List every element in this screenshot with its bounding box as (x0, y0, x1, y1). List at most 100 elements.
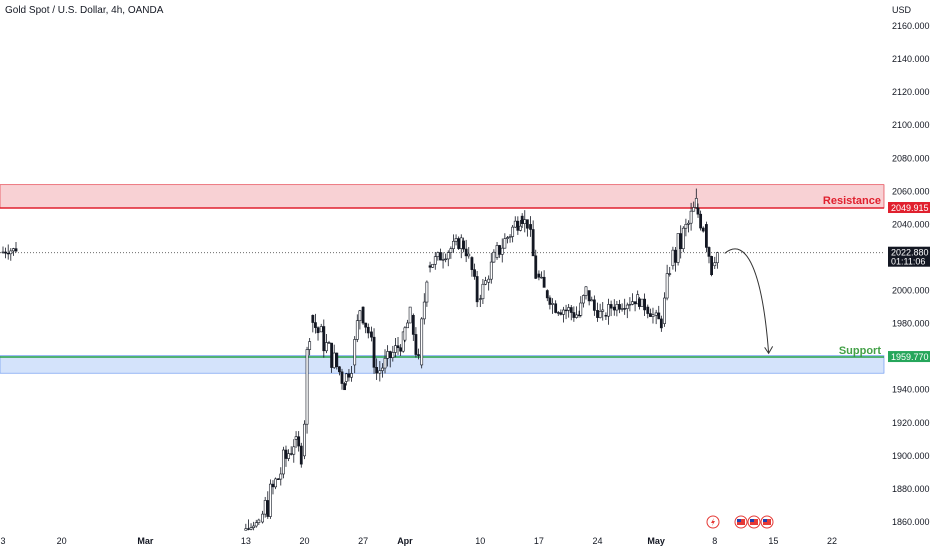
candle-body (648, 313, 652, 317)
candle (604, 312, 608, 321)
candle-body (372, 336, 376, 368)
candle-body (254, 522, 258, 527)
support-label: Support (839, 345, 881, 357)
time-tick-label: 24 (593, 536, 603, 546)
candle-body (4, 251, 8, 254)
candle (481, 279, 485, 304)
candle (710, 255, 713, 277)
candle (444, 253, 448, 263)
candle (403, 326, 407, 343)
candle-body (12, 248, 15, 252)
time-tick-label: Mar (137, 536, 154, 546)
candle (612, 299, 616, 316)
candle (575, 306, 578, 319)
candle-body (587, 290, 591, 302)
candle (534, 249, 538, 280)
candle (335, 352, 339, 370)
candle-body (257, 519, 261, 523)
candle-body (495, 245, 499, 258)
candle (525, 219, 529, 237)
candle (467, 247, 471, 259)
candle-body (713, 262, 717, 267)
candle (618, 299, 621, 314)
candle (276, 477, 280, 480)
candle (564, 304, 568, 320)
us-flag-icon[interactable] (760, 515, 774, 529)
candle (609, 300, 613, 317)
event-icons[interactable] (706, 515, 774, 529)
candle-body (394, 345, 397, 353)
candle (297, 431, 301, 452)
current-price-badge-bg (888, 246, 930, 267)
candle (386, 345, 390, 367)
candle-body (628, 303, 632, 306)
support-price-badge: 1959.770 (888, 351, 930, 363)
candle (408, 306, 412, 324)
candle (355, 314, 359, 343)
candle (340, 368, 344, 390)
candle (325, 333, 328, 354)
candle (319, 323, 323, 333)
time-axis[interactable]: 3 20 Mar 13 20 27 Apr 10 17 24 May 8 15 22 (0, 536, 837, 546)
candle-body (579, 302, 583, 316)
candle (4, 247, 8, 259)
candle-body (322, 326, 326, 352)
candle-body (484, 280, 487, 285)
price-tick-label: 2040.000 (892, 219, 930, 229)
candle-body (287, 453, 290, 459)
candle-body (274, 478, 277, 488)
candle (674, 247, 677, 272)
candle (687, 220, 690, 233)
candle (417, 348, 420, 360)
candle (681, 226, 685, 253)
candle (487, 275, 491, 291)
candle-body (492, 251, 496, 263)
candle-body (271, 483, 275, 488)
us-flag-icon[interactable] (734, 515, 748, 529)
candle (332, 344, 336, 370)
candle-body (489, 261, 493, 280)
candle (457, 236, 461, 250)
candle (581, 294, 585, 308)
us-flag-icon[interactable] (747, 515, 761, 529)
candle (375, 358, 379, 380)
candle (401, 331, 405, 353)
candle-body (618, 304, 621, 310)
time-tick-label: 15 (768, 536, 778, 546)
candle (261, 510, 264, 524)
candle-body (668, 273, 672, 275)
candle-body (266, 500, 270, 517)
candle-body (454, 238, 458, 242)
candle (567, 303, 571, 318)
candle (289, 446, 293, 456)
annotations-layer: Resistance Support (724, 195, 881, 357)
candle (663, 292, 666, 327)
candle-body (261, 513, 264, 523)
candle-body (452, 240, 455, 249)
candle (287, 449, 290, 462)
candle-body (548, 297, 552, 305)
projection-arrow (724, 248, 770, 354)
candle (640, 298, 644, 307)
candle-body (414, 334, 418, 355)
candle-body (694, 198, 698, 208)
candle (707, 246, 711, 264)
candle (327, 340, 331, 344)
price-axis[interactable]: USD 2160.000 2140.000 2120.000 2100.000 2080.… (888, 5, 930, 527)
candle (343, 381, 347, 391)
candle-body (674, 249, 677, 263)
candle-body (366, 326, 370, 334)
resistance-price-badge: 2049.915 (888, 202, 930, 214)
flag-canton (763, 519, 767, 522)
candle-body (408, 306, 412, 324)
candle (459, 234, 463, 259)
price-axis-unit: USD (892, 5, 912, 15)
time-tick-label: 17 (534, 536, 544, 546)
candle-body (314, 322, 317, 328)
candle-body (350, 373, 353, 378)
candle-body (14, 248, 18, 252)
candle (279, 467, 283, 486)
lightning-icon[interactable] (706, 515, 720, 529)
candle (254, 519, 258, 528)
